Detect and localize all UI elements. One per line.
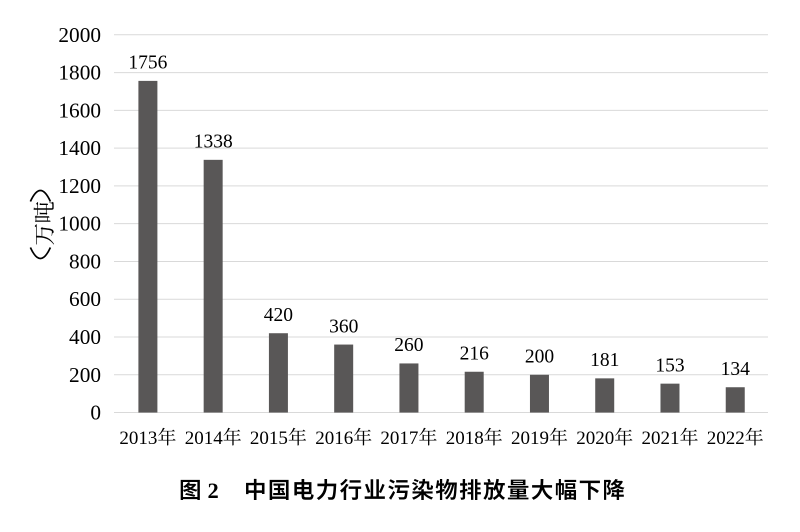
svg-text:2: 2 — [208, 478, 219, 503]
svg-text:1800: 1800 — [58, 61, 101, 85]
svg-text:134: 134 — [721, 359, 751, 380]
svg-text:400: 400 — [69, 325, 101, 349]
svg-text:600: 600 — [69, 287, 101, 311]
svg-text:1338: 1338 — [194, 132, 233, 153]
svg-text:2017: 2017 — [380, 428, 418, 449]
svg-text:2000: 2000 — [58, 23, 101, 47]
svg-text:360: 360 — [329, 316, 358, 337]
svg-text:200: 200 — [69, 363, 101, 387]
svg-text:1200: 1200 — [58, 174, 101, 198]
svg-text:200: 200 — [525, 347, 554, 368]
svg-text:1600: 1600 — [58, 98, 101, 122]
svg-text:2021: 2021 — [642, 428, 680, 449]
svg-text:1000: 1000 — [58, 212, 101, 236]
svg-text:0: 0 — [90, 401, 101, 425]
svg-text:420: 420 — [264, 305, 293, 326]
svg-text:800: 800 — [69, 249, 101, 273]
svg-text:2015: 2015 — [250, 428, 288, 449]
svg-text:2014: 2014 — [185, 428, 224, 449]
svg-text:216: 216 — [460, 344, 490, 365]
svg-text:1756: 1756 — [128, 53, 167, 74]
svg-text:260: 260 — [394, 335, 423, 356]
svg-text:2018: 2018 — [446, 428, 484, 449]
svg-text:2020: 2020 — [576, 428, 614, 449]
svg-text:2016: 2016 — [315, 428, 353, 449]
svg-text:2013: 2013 — [119, 428, 157, 449]
svg-text:2022: 2022 — [707, 428, 745, 449]
svg-text:153: 153 — [655, 356, 684, 377]
svg-text:2019: 2019 — [511, 428, 549, 449]
svg-text:1400: 1400 — [58, 136, 101, 160]
svg-text:181: 181 — [590, 350, 619, 371]
